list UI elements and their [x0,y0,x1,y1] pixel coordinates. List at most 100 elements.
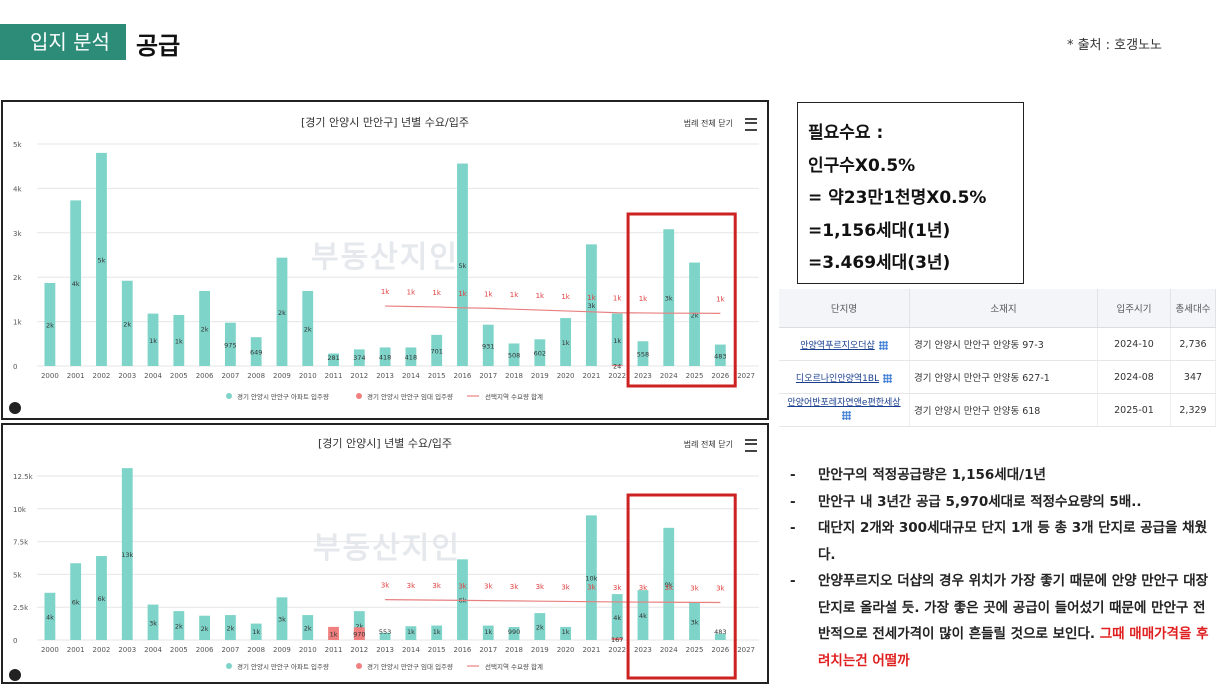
bar-supply [637,590,649,640]
complex-name-link[interactable]: 안양어반포레자연앤e편한세상 [779,393,910,427]
menu-icon[interactable] [745,118,757,131]
bar-label: 281 [327,354,339,362]
col-header-date[interactable]: 입주시기 [1097,289,1171,328]
complex-date: 2025-01 [1097,393,1171,427]
demand-label: 3k [561,583,570,591]
x-tick-label: 2008 [247,372,265,380]
x-tick-label: 2014 [402,372,420,380]
x-tick-label: 2003 [118,646,136,654]
x-tick-label: 2005 [170,372,188,380]
complex-date: 2024-08 [1097,360,1171,394]
bar-supply [44,282,56,366]
x-tick-label: 2010 [299,646,317,654]
x-tick-label: 2017 [479,646,497,654]
x-tick-label: 2019 [531,646,549,654]
table-row[interactable]: 디오르나인안양역1BL 경기 안양시 만안구 안양동 627-1 2024-08… [779,360,1216,394]
y-tick-label: 0 [13,363,17,371]
complex-name[interactable]: 안양어반포레자연앤e편한세상 [787,398,901,408]
x-tick-label: 2020 [557,372,575,380]
demand-label: 1k [587,294,596,302]
bar-supply [70,200,82,366]
demand-label: 3k [458,582,467,590]
highlight-box [626,212,737,388]
bar-label: 701 [430,347,442,355]
legend-label: 경기 안양시 만안구 임대 입주량 [367,392,453,401]
x-tick-label: 2026 [711,372,729,380]
x-tick-label: 2006 [196,372,214,380]
x-tick-label: 2012 [350,372,368,380]
x-tick-label: 2012 [350,646,368,654]
bar-label: 3k [149,619,157,627]
x-tick-label: 2011 [325,646,343,654]
bar-label: 2k [201,625,209,633]
bar-label: 374 [353,354,365,362]
grid-icon[interactable] [883,373,893,383]
x-tick-label: 2009 [273,646,291,654]
bar-label: 3k [665,295,673,303]
col-header-units[interactable]: 총세대수 [1170,289,1216,328]
bar-label: 5k [98,256,106,264]
demand-label: 1k [484,290,493,298]
complex-name[interactable]: 안양역푸르지오더샵 [800,340,875,351]
bar-label: 4k [613,614,621,622]
legend-toggle-button[interactable]: 범례 전체 닫기 [683,440,733,449]
legend-marker [356,393,362,399]
bar-supply [147,313,159,366]
grid-icon[interactable] [841,411,851,420]
col-header-name[interactable]: 단지명 [779,289,910,328]
demand-label: 1k [536,292,545,300]
bar-supply [121,468,133,640]
x-tick-label: 2011 [325,372,343,380]
x-tick-label: 2002 [93,646,111,654]
bar-supply [611,313,623,366]
demand-label: 3k [536,583,545,591]
y-tick-label: 5k [13,141,22,149]
bar-supply [482,625,494,640]
x-tick-label: 2025 [686,646,704,654]
x-tick-label: 2013 [376,646,394,654]
bullet-text: 대단지 2개와 300세대규모 단지 1개 등 총 3개 단지로 공급을 채웠다… [818,520,1208,563]
bar-supply [637,341,649,366]
bar-supply [508,343,520,366]
menu-icon[interactable] [745,439,757,452]
legend-toggle-button[interactable]: 범례 전체 닫기 [683,119,733,128]
bar-label: 483 [714,352,726,360]
bar-label: 4k [72,280,80,288]
bar-label: 931 [482,342,494,350]
demand-line: = 약23만1천명X0.5% [808,188,987,208]
x-tick-label: 2024 [660,646,678,654]
col-header-location[interactable]: 소재지 [909,289,1098,328]
chart-manan: 0 1k 2k 3k 4k 5k 2000 2001 2002 2003 2004 2005 2006 2… [13,141,759,401]
bar-supply [353,349,365,366]
demand-label: 3k [510,583,519,591]
complex-table: 단지명 소재지 입주시기 총세대수 안양역푸르지오더샵 경기 안양시 만안구 안… [779,289,1216,427]
y-tick-label: 7.5k [13,539,29,547]
x-tick-label: 2023 [634,646,652,654]
x-tick-label: 2003 [118,372,136,380]
table-row[interactable]: 안양어반포레자연앤e편한세상 경기 안양시 만안구 안양동 618 2025-0… [779,393,1216,427]
bar-supply [147,604,159,640]
demand-label: 1k [561,293,570,301]
table-row[interactable]: 안양역푸르지오더샵 경기 안양시 만안구 안양동 97-3 2024-10 2,… [779,327,1216,361]
demand-label: 1k [432,289,441,297]
legend-label: 경기 안양시 만안구 임대 입주량 [367,662,453,671]
demand-label: 1k [510,291,519,299]
x-tick-label: 2004 [144,372,162,380]
complex-name-link[interactable]: 안양역푸르지오더샵 [779,327,910,361]
grid-icon[interactable] [878,340,888,350]
bar-label: 1k [149,337,157,345]
complex-name-link[interactable]: 디오르나인안양역1BL [779,360,910,394]
bar-supply [457,559,468,640]
bar-supply [44,592,56,640]
bar-supply [663,527,675,640]
bar-label: 602 [534,350,546,358]
x-tick-label: 2000 [41,646,59,654]
demand-label: 3k [716,584,725,592]
x-tick-label: 2021 [582,372,600,380]
demand-line: =1,156세대(1년) [808,220,951,241]
bar-label: 2k [226,625,234,633]
complex-name[interactable]: 디오르나인안양역1BL [795,373,880,384]
highlight-box [626,493,737,680]
x-tick-label: 2026 [711,646,729,654]
bar-supply [431,334,443,366]
